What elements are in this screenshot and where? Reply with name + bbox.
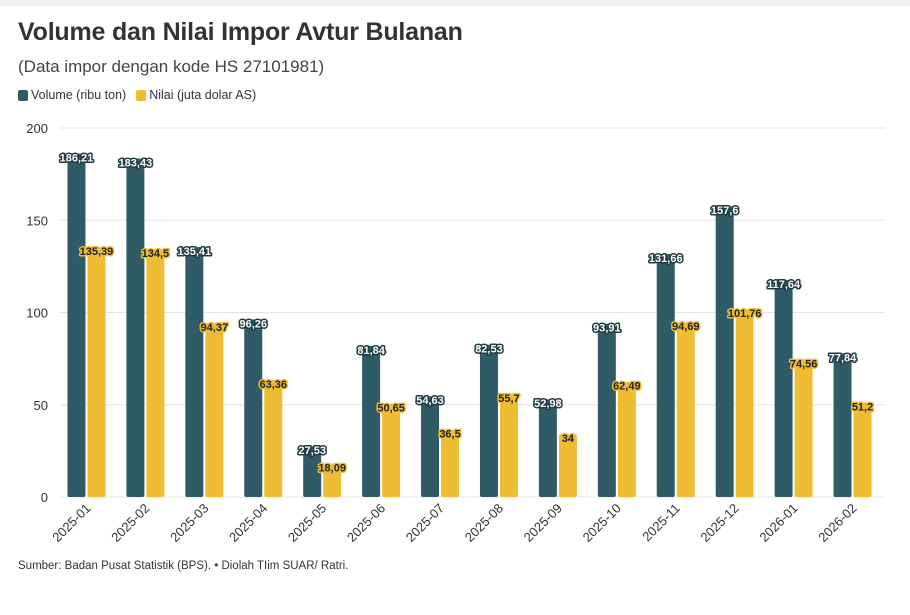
data-label-nilai-2025-02: 134,5 [142,248,170,260]
y-tick-label-150: 150 [26,213,48,228]
bar-nilai-2026-02 [853,402,872,497]
bar-volume-2025-11 [656,254,675,497]
data-label-nilai-2025-07: 36,5 [439,429,460,441]
bar-volume-2025-12 [715,206,734,497]
data-label-volume-2025-01: 186,21 [60,152,94,164]
bar-nilai-2025-12 [735,309,754,497]
data-label-nilai-2025-03: 94,37 [201,322,229,334]
data-label-nilai-2025-08: 55,7 [498,393,519,405]
bar-nilai-2025-11 [676,322,695,497]
data-label-nilai-2025-09: 34 [562,433,575,445]
chart-legend: Volume (ribu ton) Nilai (juta dolar AS) [18,88,256,102]
bar-nilai-2025-01 [87,247,106,497]
data-label-volume-2026-02: 77,84 [829,352,857,364]
y-tick-label-200: 200 [26,121,48,136]
data-label-volume-2025-09: 52,98 [534,398,562,410]
bar-volume-2025-06 [362,346,381,497]
x-tick-label-2026-02: 2026-02 [815,501,859,545]
y-tick-label-100: 100 [26,306,48,321]
legend-swatch-volume [18,89,28,101]
bar-nilai-2025-05 [323,463,342,497]
bar-volume-2025-01 [67,153,86,497]
data-label-nilai-2025-04: 63,36 [259,379,287,391]
source-note: Sumber: Badan Pusat Statistik (BPS). • D… [18,560,349,572]
bar-volume-2025-03 [185,247,204,497]
x-tick-label-2025-05: 2025-05 [285,501,329,545]
data-label-volume-2025-08: 82,53 [475,344,503,356]
data-label-nilai-2025-05: 18,09 [318,463,346,475]
bar-volume-2025-09 [538,399,557,497]
x-tick-label-2025-09: 2025-09 [521,501,565,545]
bar-volume-2025-02 [126,158,145,497]
x-tick-label-2025-01: 2025-01 [49,501,93,545]
data-label-volume-2025-06: 81,84 [357,345,385,357]
chart-subtitle: (Data impor dengan kode HS 27101981) [18,57,325,76]
bar-nilai-2025-02 [146,248,165,497]
bar-nilai-2025-07 [441,429,460,497]
legend-label-nilai: Nilai (juta dolar AS) [149,88,257,102]
legend-swatch-nilai [136,89,147,101]
x-tick-label-2025-11: 2025-11 [639,501,683,545]
x-tick-label-2026-01: 2026-01 [756,501,800,545]
data-label-volume-2025-02: 183,43 [119,157,153,169]
data-label-volume-2025-07: 54,63 [416,395,444,407]
x-tick-label-2025-04: 2025-04 [226,501,270,545]
legend-item-volume[interactable]: Volume (ribu ton) [18,88,126,102]
x-tick-label-2025-10: 2025-10 [580,501,624,545]
data-label-volume-2025-12: 157,6 [711,205,739,217]
bar-nilai-2025-10 [617,381,636,497]
bar-nilai-2025-06 [382,403,401,497]
y-tick-label-50: 50 [34,398,48,413]
chart-title: Volume dan Nilai Impor Avtur Bulanan [18,18,463,46]
data-label-volume-2025-10: 93,91 [593,323,621,335]
data-label-volume-2025-05: 27,53 [298,445,326,457]
x-tick-label-2025-06: 2025-06 [344,501,388,545]
legend-label-volume: Volume (ribu ton) [31,88,127,102]
bar-nilai-2026-01 [794,359,813,497]
data-label-volume-2025-11: 131,66 [649,253,683,265]
bar-volume-2026-02 [833,353,852,497]
data-label-volume-2026-01: 117,64 [767,279,801,291]
bar-volume-2025-04 [244,319,263,497]
data-label-nilai-2025-01: 135,39 [80,246,114,258]
y-tick-label-0: 0 [41,490,48,505]
bar-nilai-2025-08 [499,394,518,497]
bar-volume-2026-01 [774,279,793,497]
x-tick-label-2025-08: 2025-08 [462,501,506,545]
x-tick-label-2025-07: 2025-07 [403,501,447,545]
legend-item-nilai[interactable]: Nilai (juta dolar AS) [136,88,256,102]
bar-volume-2025-07 [421,396,440,497]
bar-nilai-2025-09 [558,434,577,497]
data-label-nilai-2025-10: 62,49 [613,381,641,393]
bar-volume-2025-05 [303,446,322,497]
data-label-nilai-2026-01: 74,56 [790,358,818,370]
data-label-volume-2025-04: 96,26 [239,318,267,330]
x-tick-label-2025-03: 2025-03 [167,501,211,545]
bar-nilai-2025-04 [264,380,283,497]
bar-volume-2025-10 [597,323,616,497]
x-tick-label-2025-12: 2025-12 [697,501,741,545]
data-label-volume-2025-03: 135,41 [177,246,211,258]
data-label-nilai-2025-12: 101,76 [728,308,762,320]
x-tick-label-2025-02: 2025-02 [108,501,152,545]
bar-nilai-2025-03 [205,322,224,497]
data-label-nilai-2025-11: 94,69 [672,321,700,333]
bar-volume-2025-08 [479,344,498,497]
data-label-nilai-2026-02: 51,2 [852,401,873,413]
data-label-nilai-2025-06: 50,65 [377,402,405,414]
